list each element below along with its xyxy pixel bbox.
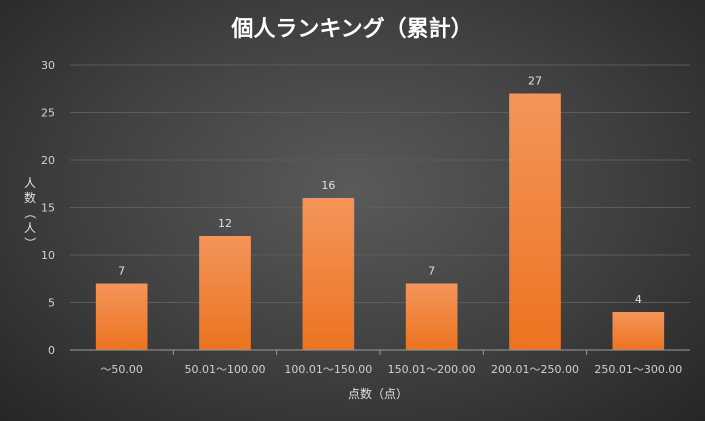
data-label: 4 <box>635 293 642 306</box>
y-tick-label: 25 <box>41 107 55 120</box>
gridlines <box>70 64 690 303</box>
y-tick-label: 15 <box>41 202 55 215</box>
data-label: 27 <box>528 75 542 88</box>
data-labels: 7 12 16 7 27 4 <box>118 75 642 307</box>
x-axis-title: 点数（点） <box>348 386 408 401</box>
bar <box>199 236 251 350</box>
y-axis-title-char: 数 <box>24 190 36 205</box>
x-tick-label: 100.01～150.00 <box>284 363 372 376</box>
y-axis-title-char: ） <box>23 237 37 249</box>
x-tick-label: 200.01～250.00 <box>491 363 579 376</box>
data-label: 12 <box>218 217 232 230</box>
y-tick-label: 0 <box>48 344 55 357</box>
data-label: 7 <box>118 265 125 278</box>
bars <box>95 93 665 350</box>
bar <box>405 283 458 350</box>
y-tick-label: 20 <box>41 154 55 167</box>
x-tick-label: ～50.00 <box>100 363 143 376</box>
x-tick-label: 250.01～300.00 <box>594 363 682 376</box>
y-axis-title-char: 人 <box>24 221 36 235</box>
x-tick-label: 50.01～100.00 <box>185 363 266 376</box>
y-axis-title: 人数（人） <box>23 176 37 249</box>
y-axis-ticks: 0 5 10 15 20 25 30 <box>41 59 55 357</box>
data-label: 7 <box>428 265 435 278</box>
bar <box>612 312 665 350</box>
chart-title: 個人ランキング（累計） <box>230 16 472 42</box>
x-tick-label: 150.01～200.00 <box>388 363 476 376</box>
bar <box>509 93 561 350</box>
y-tick-label: 10 <box>41 249 55 262</box>
y-tick-label: 30 <box>41 59 55 72</box>
data-label: 16 <box>321 179 335 192</box>
bar <box>302 198 355 350</box>
y-tick-label: 5 <box>48 297 55 310</box>
y-axis-title-char: （ <box>23 207 37 219</box>
x-axis-ticks: ～50.00 50.01～100.00 100.01～150.00 150.01～20… <box>100 350 682 376</box>
y-axis-title-char: 人 <box>24 176 36 190</box>
bar <box>95 283 148 350</box>
